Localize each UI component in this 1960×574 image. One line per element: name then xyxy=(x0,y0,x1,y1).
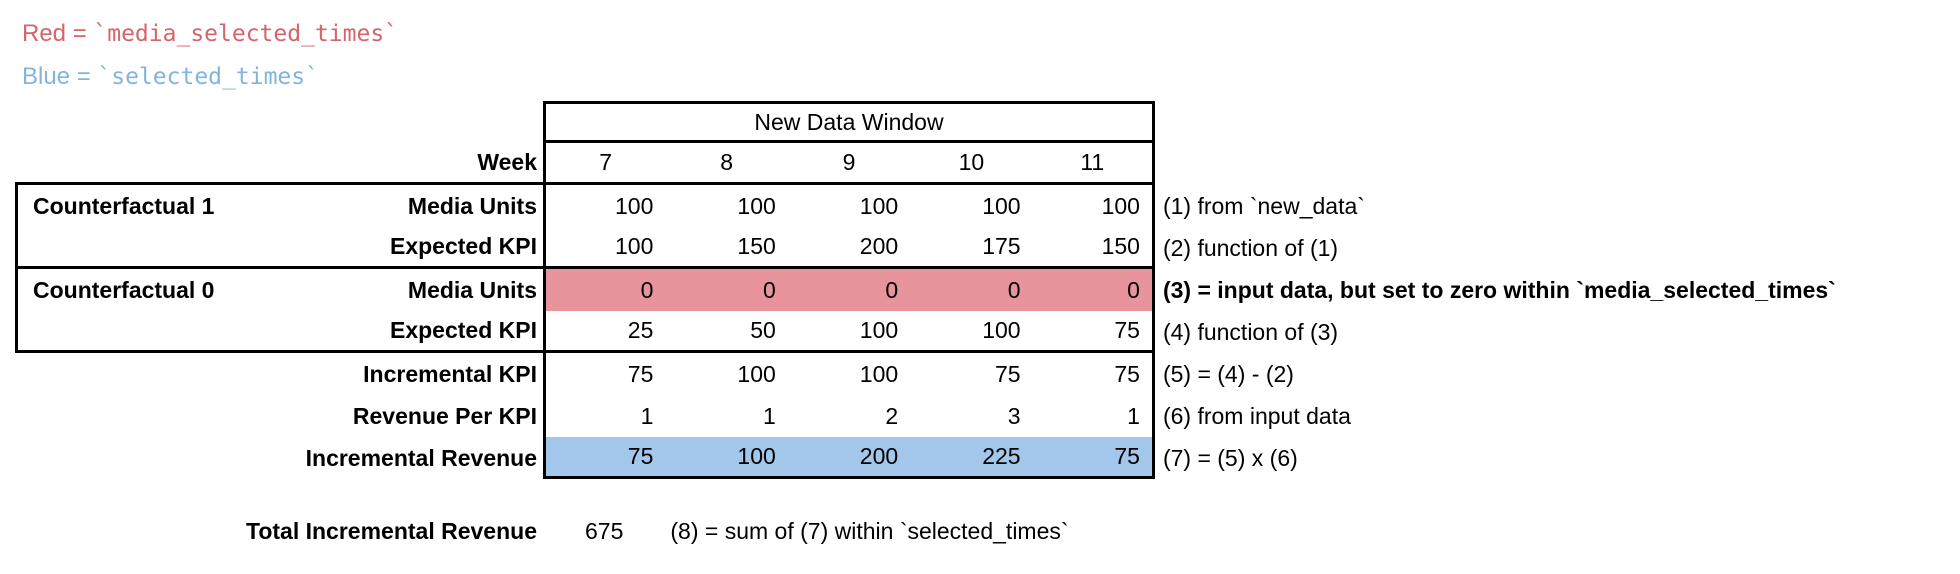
row-label: Expected KPI xyxy=(245,227,543,269)
row-label: Incremental Revenue xyxy=(305,444,537,471)
data-cell: 100 xyxy=(787,311,911,353)
data-cell: 100 xyxy=(737,192,776,219)
legend-red-code: `media_selected_times` xyxy=(93,20,399,47)
data-cell-highlight-red: 0 xyxy=(543,269,666,311)
data-cell: 50 xyxy=(665,311,788,353)
data-cell-highlight-blue: 75 xyxy=(1032,437,1155,479)
week-header: 9 xyxy=(787,143,911,185)
data-cell-highlight-red: 0 xyxy=(1032,269,1155,311)
row-group-label: Counterfactual 1 xyxy=(15,185,245,227)
total-label: Total Incremental Revenue xyxy=(246,517,537,544)
row-annotation: (5) = (4) - (2) xyxy=(1162,360,1294,387)
legend-red-line: Red = `media_selected_times` xyxy=(22,12,398,55)
total-annotation: (8) = sum of (7) within `selected_times` xyxy=(670,517,1069,544)
spacer xyxy=(15,395,245,437)
spacer xyxy=(15,437,245,479)
table-title: New Data Window xyxy=(543,101,1155,143)
row-annotation: (1) from `new_data` xyxy=(1162,192,1365,219)
counterfactual-table: New Data Window Week 7 8 9 10 11 Counter… xyxy=(15,101,1836,479)
legend-red-equals: = xyxy=(66,19,94,47)
legend-red-term: Red xyxy=(22,19,67,47)
row-label: Media Units xyxy=(407,276,537,303)
data-cell-highlight-blue: 75 xyxy=(543,437,666,479)
data-cell: 1 xyxy=(1033,395,1155,437)
data-cell: 100 xyxy=(859,360,899,387)
legend-blue-line: Blue = `selected_times` xyxy=(22,55,398,98)
row-annotation: (2) function of (1) xyxy=(1162,234,1339,261)
legend-blue-code: `selected_times` xyxy=(97,63,319,90)
row-annotation: (3) = input data, but set to zero within… xyxy=(1162,276,1836,303)
data-cell-highlight-blue: 225 xyxy=(910,437,1033,479)
row-label: Expected KPI xyxy=(245,311,543,353)
data-cell: 75 xyxy=(543,353,665,395)
row-annotation: (7) = (5) x (6) xyxy=(1162,444,1298,471)
legend-blue-term: Blue xyxy=(22,62,71,90)
row-label: Incremental KPI xyxy=(363,360,537,387)
data-cell: 1 xyxy=(543,395,665,437)
data-cell: 2 xyxy=(885,402,899,429)
week-label: Week xyxy=(15,143,543,185)
spacer xyxy=(15,101,543,143)
data-cell: 25 xyxy=(543,311,666,353)
row-label: Revenue Per KPI xyxy=(352,402,537,429)
total-row: Total Incremental Revenue 675 (8) = sum … xyxy=(15,510,1155,552)
data-cell-highlight-red: 0 xyxy=(787,269,911,311)
data-cell: 75 xyxy=(1033,353,1155,395)
data-cell: 1 xyxy=(762,402,776,429)
spacer xyxy=(1155,143,1836,185)
week-header: 7 xyxy=(543,143,666,185)
data-cell: 3 xyxy=(1007,402,1021,429)
data-cell: 75 xyxy=(994,360,1021,387)
data-cell: 150 xyxy=(665,227,788,269)
row-group-label: Counterfactual 0 xyxy=(15,269,245,311)
data-cell-highlight-red: 0 xyxy=(665,269,788,311)
spacer xyxy=(15,311,245,353)
spacer xyxy=(15,353,245,395)
row-annotation: (6) from input data xyxy=(1162,402,1351,429)
spacer xyxy=(1155,101,1836,143)
week-header: 8 xyxy=(665,143,788,185)
data-cell: 100 xyxy=(543,185,665,227)
data-cell: 100 xyxy=(910,311,1033,353)
row-label: Media Units xyxy=(407,192,537,219)
data-cell: 175 xyxy=(910,227,1033,269)
data-cell: 100 xyxy=(982,192,1021,219)
data-cell: 200 xyxy=(787,227,911,269)
data-cell-highlight-blue: 100 xyxy=(665,437,788,479)
data-cell: 100 xyxy=(859,192,899,219)
data-cell: 75 xyxy=(1032,311,1155,353)
data-cell-highlight-red: 0 xyxy=(910,269,1033,311)
data-cell: 100 xyxy=(543,227,666,269)
data-cell: 100 xyxy=(737,360,776,387)
week-header: 10 xyxy=(910,143,1033,185)
legend-blue-equals: = xyxy=(70,62,98,90)
color-legend: Red = `media_selected_times` Blue = `sel… xyxy=(22,12,398,98)
row-annotation: (4) function of (3) xyxy=(1162,318,1339,345)
week-header: 11 xyxy=(1032,143,1155,185)
data-cell-highlight-blue: 200 xyxy=(787,437,911,479)
total-value: 675 xyxy=(585,517,624,544)
spacer xyxy=(15,227,245,269)
data-cell: 150 xyxy=(1032,227,1155,269)
data-cell: 100 xyxy=(1033,185,1155,227)
